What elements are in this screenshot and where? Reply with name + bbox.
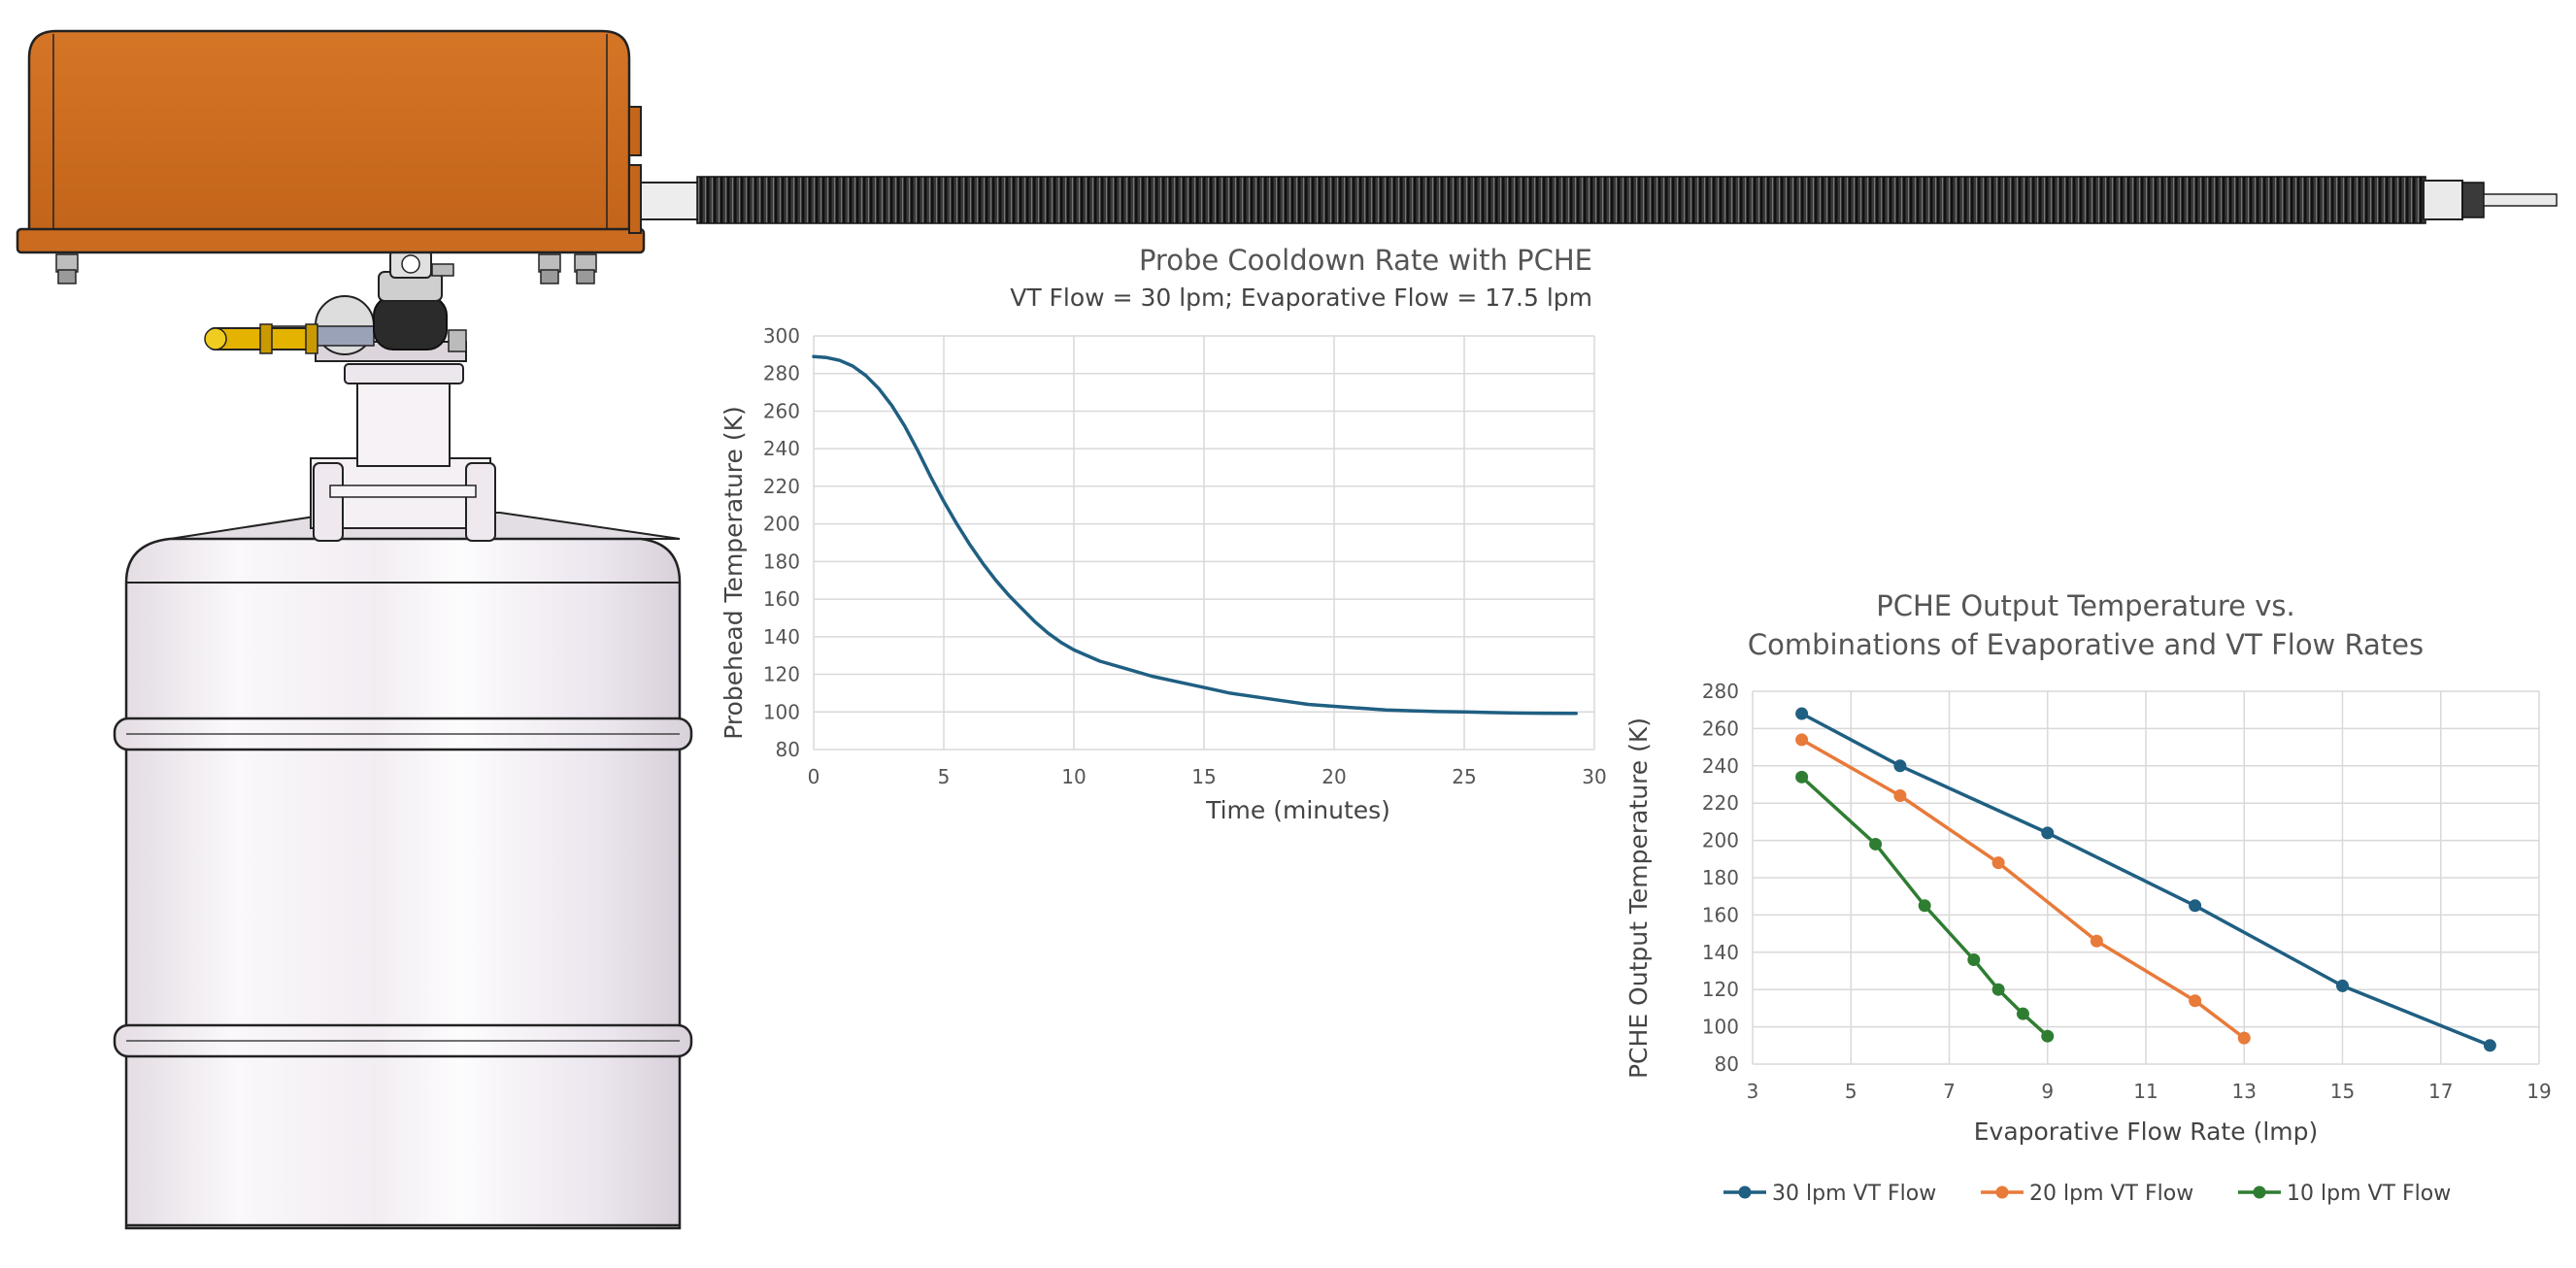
x-tick-labels: 3 5 7 9 11 13 15 17 19 [1747, 1080, 2552, 1103]
data-point [2336, 979, 2349, 992]
y-tick-label: 180 [1702, 866, 1739, 889]
x-tick-label: 5 [938, 765, 951, 788]
dewar-neck [310, 363, 496, 542]
data-point [1795, 707, 1809, 720]
legend-swatch-marker [1738, 1185, 1752, 1199]
x-tick-label: 17 [2428, 1080, 2453, 1103]
y-tick-label: 160 [763, 587, 800, 611]
chart-title: Probe Cooldown Rate with PCHE [1139, 244, 1592, 277]
x-tick-label: 19 [2526, 1080, 2551, 1103]
y-tick-labels: 80 100 120 140 160 180 200 220 240 260 280 [1702, 680, 1739, 1076]
y-tick-label: 220 [763, 475, 800, 498]
x-tick-label: 11 [2133, 1080, 2158, 1103]
x-tick-label: 20 [1321, 765, 1346, 788]
y-tick-label: 140 [763, 625, 800, 649]
y-axis-title: PCHE Output Temperature (K) [1624, 717, 1653, 1079]
pche-chart: PCHE Output Temperature vs. Combinations… [1624, 589, 2552, 1206]
y-tick-label: 120 [1702, 978, 1739, 1001]
orange-housing [16, 29, 646, 284]
y-tick-label: 300 [763, 324, 800, 348]
legend-swatch-marker [2253, 1185, 2266, 1199]
y-tick-label: 160 [1702, 903, 1739, 926]
y-tick-label: 280 [763, 362, 800, 385]
y-tick-label: 240 [1702, 754, 1739, 778]
probe-heat-exchanger [640, 176, 2558, 224]
y-axis-title: Probehead Temperature (K) [719, 406, 748, 739]
y-tick-label: 220 [1702, 791, 1739, 815]
x-tick-label: 25 [1452, 765, 1476, 788]
y-tick-label: 140 [1702, 941, 1739, 964]
data-point [1991, 856, 2005, 870]
x-tick-label: 5 [1845, 1080, 1857, 1103]
x-tick-labels: 0 5 10 15 20 25 30 [808, 765, 1607, 788]
series-lines [1795, 707, 2496, 1052]
data-point [2041, 826, 2055, 840]
y-tick-label: 80 [776, 738, 800, 761]
valve-assembly [204, 250, 467, 362]
dewar-tank [113, 512, 693, 1230]
x-tick-label: 30 [1582, 765, 1606, 788]
x-axis-title: Time (minutes) [1205, 796, 1390, 824]
data-point [2189, 994, 2202, 1008]
x-tick-label: 9 [2041, 1080, 2054, 1103]
series-line-0 [812, 354, 1578, 716]
series-lines [812, 354, 1578, 716]
x-tick-label: 3 [1747, 1080, 1759, 1103]
y-tick-label: 280 [1702, 680, 1739, 703]
legend-entry: 20 lpm VT Flow [2029, 1182, 2193, 1206]
y-tick-label: 80 [1715, 1052, 1739, 1076]
data-point [2483, 1039, 2496, 1052]
y-tick-label: 200 [1702, 829, 1739, 852]
data-point [1918, 899, 1931, 913]
data-point [2189, 899, 2202, 913]
y-tick-label: 120 [763, 663, 800, 686]
y-tick-label: 100 [1702, 1016, 1739, 1039]
legend-swatch-marker [1995, 1185, 2009, 1199]
x-tick-label: 15 [1191, 765, 1216, 788]
x-axis-title: Evaporative Flow Rate (lmp) [1974, 1118, 2319, 1146]
chart-title: PCHE Output Temperature vs. [1876, 589, 2294, 622]
data-point [2237, 1031, 2251, 1045]
data-point [1869, 837, 1883, 851]
data-point [1893, 789, 1907, 803]
x-tick-label: 13 [2232, 1080, 2257, 1103]
data-point [1991, 983, 2005, 996]
x-tick-label: 10 [1061, 765, 1086, 788]
data-point [1967, 952, 1981, 966]
x-tick-label: 7 [1943, 1080, 1956, 1103]
data-point [2016, 1007, 2029, 1020]
y-tick-label: 100 [763, 700, 800, 723]
legend: 30 lpm VT Flow 20 lpm VT Flow 10 lpm VT Fl… [1723, 1182, 2451, 1206]
x-tick-label: 15 [2330, 1080, 2355, 1103]
y-tick-label: 240 [763, 437, 800, 460]
series-line-0 [1799, 712, 2492, 1048]
y-tick-labels: 80 100 120 140 160 180 200 220 240 260 280 300 [763, 324, 800, 761]
data-point [1893, 759, 1907, 773]
y-tick-label: 200 [763, 513, 800, 536]
y-tick-label: 180 [763, 550, 800, 573]
data-point [2041, 1029, 2055, 1043]
y-tick-label: 260 [763, 399, 800, 422]
y-tick-label: 260 [1702, 717, 1739, 740]
legend-entry: 10 lpm VT Flow [2287, 1182, 2451, 1206]
data-point [1795, 770, 1809, 784]
series-line-1 [1799, 738, 2247, 1040]
legend-entry: 30 lpm VT Flow [1772, 1182, 1936, 1206]
chart-subtitle: VT Flow = 30 lpm; Evaporative Flow = 17.… [1010, 284, 1592, 312]
gridlines [1752, 690, 2540, 1065]
cooldown-chart: Probe Cooldown Rate with PCHE VT Flow = … [719, 244, 1607, 824]
data-point [2090, 934, 2103, 948]
data-point [1795, 733, 1809, 747]
x-tick-label: 0 [808, 765, 820, 788]
chart-subtitle: Combinations of Evaporative and VT Flow … [1748, 628, 2424, 661]
